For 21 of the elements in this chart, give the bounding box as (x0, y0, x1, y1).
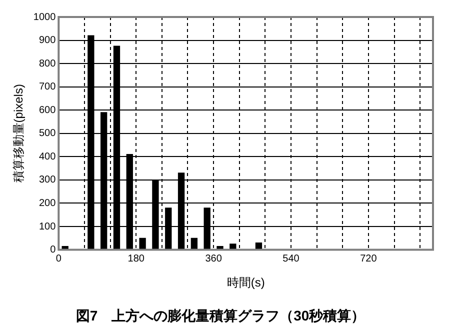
y-axis-title: 積算移動量(pixels) (12, 84, 26, 183)
text: 図7 上方への膨化量積算グラフ（30秒積算） (76, 307, 366, 324)
y-tick-label: 900 (38, 35, 56, 46)
y-tick-label: 800 (38, 58, 56, 70)
y-tick-label: 100 (38, 221, 56, 232)
y-tick-label: 600 (38, 104, 56, 116)
bar (190, 238, 198, 250)
y-tick-label: 700 (38, 82, 56, 93)
x-tick-label: 360 (205, 254, 222, 265)
x-tick-label: 180 (128, 254, 145, 265)
y-tick-label: 200 (38, 198, 56, 209)
x-tick-label: 540 (282, 254, 300, 265)
x-tick-label: 720 (360, 254, 378, 265)
bar (139, 238, 146, 250)
y-tick-label: 1000 (33, 12, 56, 23)
x-axis-title: 時間(s) (226, 275, 265, 290)
y-tick-label: 400 (38, 151, 56, 162)
y-tick-label: 0 (50, 244, 56, 256)
y-tick-label: 500 (38, 128, 56, 140)
bar (230, 244, 236, 250)
y-tick-label: 300 (38, 174, 56, 186)
